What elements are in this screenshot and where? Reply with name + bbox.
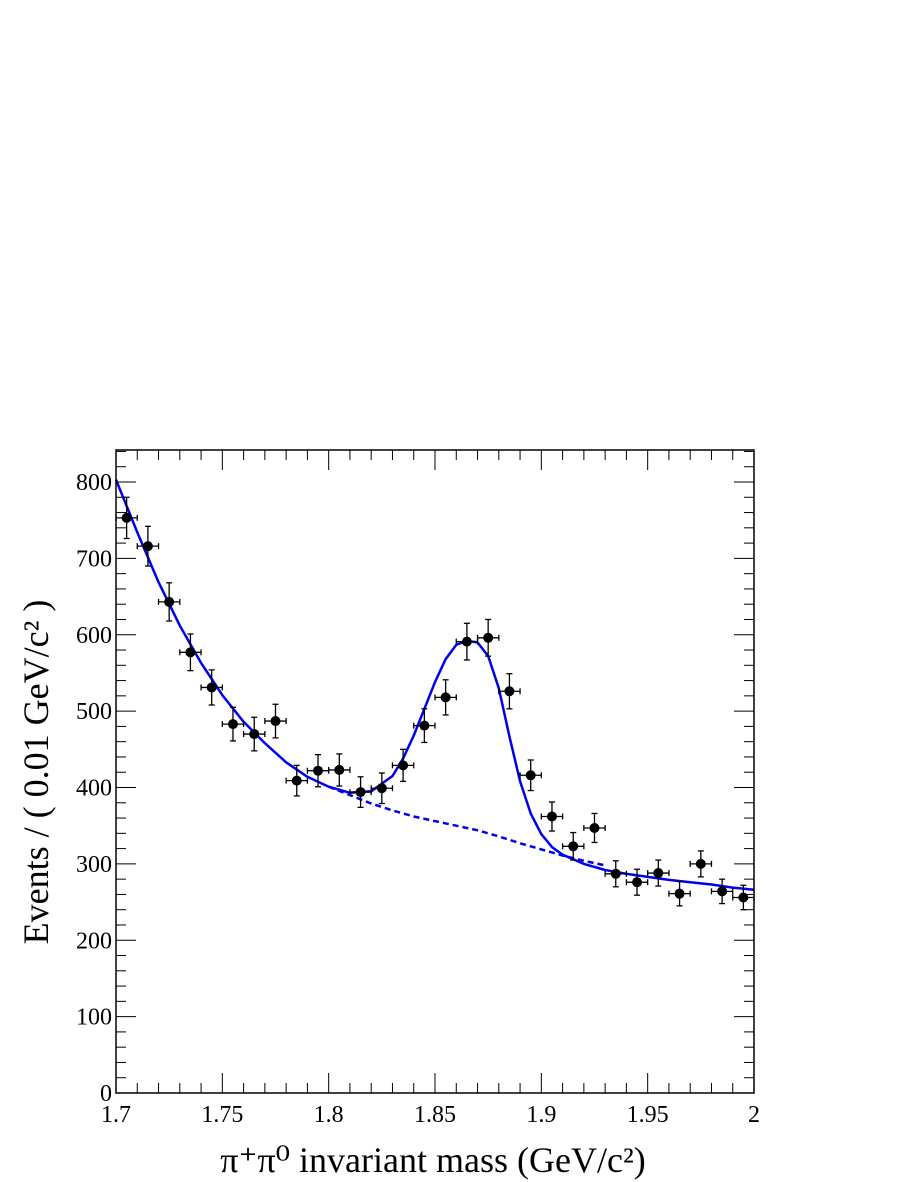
data-point [179, 633, 202, 672]
background-fit-curve [328, 785, 606, 867]
data-point [561, 831, 585, 861]
data-marker [674, 888, 685, 899]
data-marker [291, 775, 302, 786]
data-marker [121, 512, 132, 523]
y-axis-title: Events / ( 0.01 GeV/c² ) [16, 600, 56, 945]
x-tick-label: 1.95 [627, 1102, 669, 1128]
data-point [391, 748, 415, 783]
data-point [328, 753, 351, 787]
data-point [434, 679, 457, 716]
data-marker [164, 596, 175, 607]
data-marker [568, 841, 579, 852]
data-marker [270, 716, 281, 727]
y-tick-label: 700 [76, 546, 112, 572]
data-marker [504, 686, 515, 697]
data-marker [632, 877, 643, 888]
data-point [349, 776, 372, 809]
data-marker [461, 636, 472, 647]
y-tick-label: 600 [76, 623, 112, 649]
data-point [498, 673, 521, 710]
data-marker [653, 868, 664, 879]
data-marker [419, 720, 430, 731]
data-marker [334, 764, 345, 775]
data-point [455, 622, 479, 661]
data-point [668, 880, 691, 907]
data-marker [355, 787, 366, 798]
data-marker [313, 765, 324, 776]
data-marker [695, 858, 706, 869]
data-marker [738, 892, 749, 903]
data-point [583, 812, 606, 844]
data-point [710, 878, 734, 905]
y-tick-label: 500 [76, 699, 112, 725]
data-marker [227, 719, 238, 730]
data-point [476, 618, 500, 657]
data-point [264, 703, 287, 739]
data-marker [546, 811, 557, 822]
data-marker [440, 692, 451, 703]
y-tick-label: 800 [76, 470, 112, 496]
data-marker [142, 541, 153, 552]
data-point [413, 708, 436, 744]
data-marker [376, 783, 387, 794]
data-point [200, 669, 223, 706]
data-marker [249, 729, 260, 740]
data-point [157, 582, 181, 622]
data-point [625, 868, 649, 896]
data-point [540, 801, 564, 832]
data-marker [589, 822, 600, 833]
data-marker [610, 868, 621, 879]
data-point [647, 859, 670, 887]
data-marker [717, 886, 728, 897]
data-point [370, 772, 394, 805]
data-marker [483, 632, 494, 643]
y-tick-label: 400 [76, 776, 112, 802]
x-axis-title: π⁺π⁰ invariant mass (GeV/c²) [220, 1140, 645, 1180]
data-point [604, 860, 628, 888]
x-tick-label: 2 [748, 1102, 760, 1128]
data-marker [525, 770, 536, 781]
data-point [221, 706, 245, 742]
x-tick-label: 1.9 [526, 1102, 556, 1128]
y-tick-label: 0 [100, 1081, 112, 1107]
data-marker [185, 647, 196, 658]
axis-ticks [115, 450, 755, 1094]
x-tick-label: 1.7 [101, 1102, 131, 1128]
data-point [285, 764, 309, 797]
y-tick-label: 300 [76, 852, 112, 878]
data-point [136, 525, 160, 567]
data-marker [398, 760, 409, 771]
data-points [115, 496, 755, 911]
data-marker [206, 682, 217, 693]
y-tick-label: 200 [76, 928, 112, 954]
data-point [242, 716, 266, 752]
data-point [519, 759, 542, 792]
tick-labels: 1.7 1.75 1.8 1.85 1.9 1.95 2 0 100 200 300 400 500 60… [76, 470, 760, 1128]
x-tick-label: 1.75 [201, 1102, 243, 1128]
data-point [689, 850, 713, 878]
x-tick-label: 1.85 [414, 1102, 456, 1128]
x-tick-label: 1.8 [314, 1102, 344, 1128]
y-tick-label: 100 [76, 1005, 112, 1031]
